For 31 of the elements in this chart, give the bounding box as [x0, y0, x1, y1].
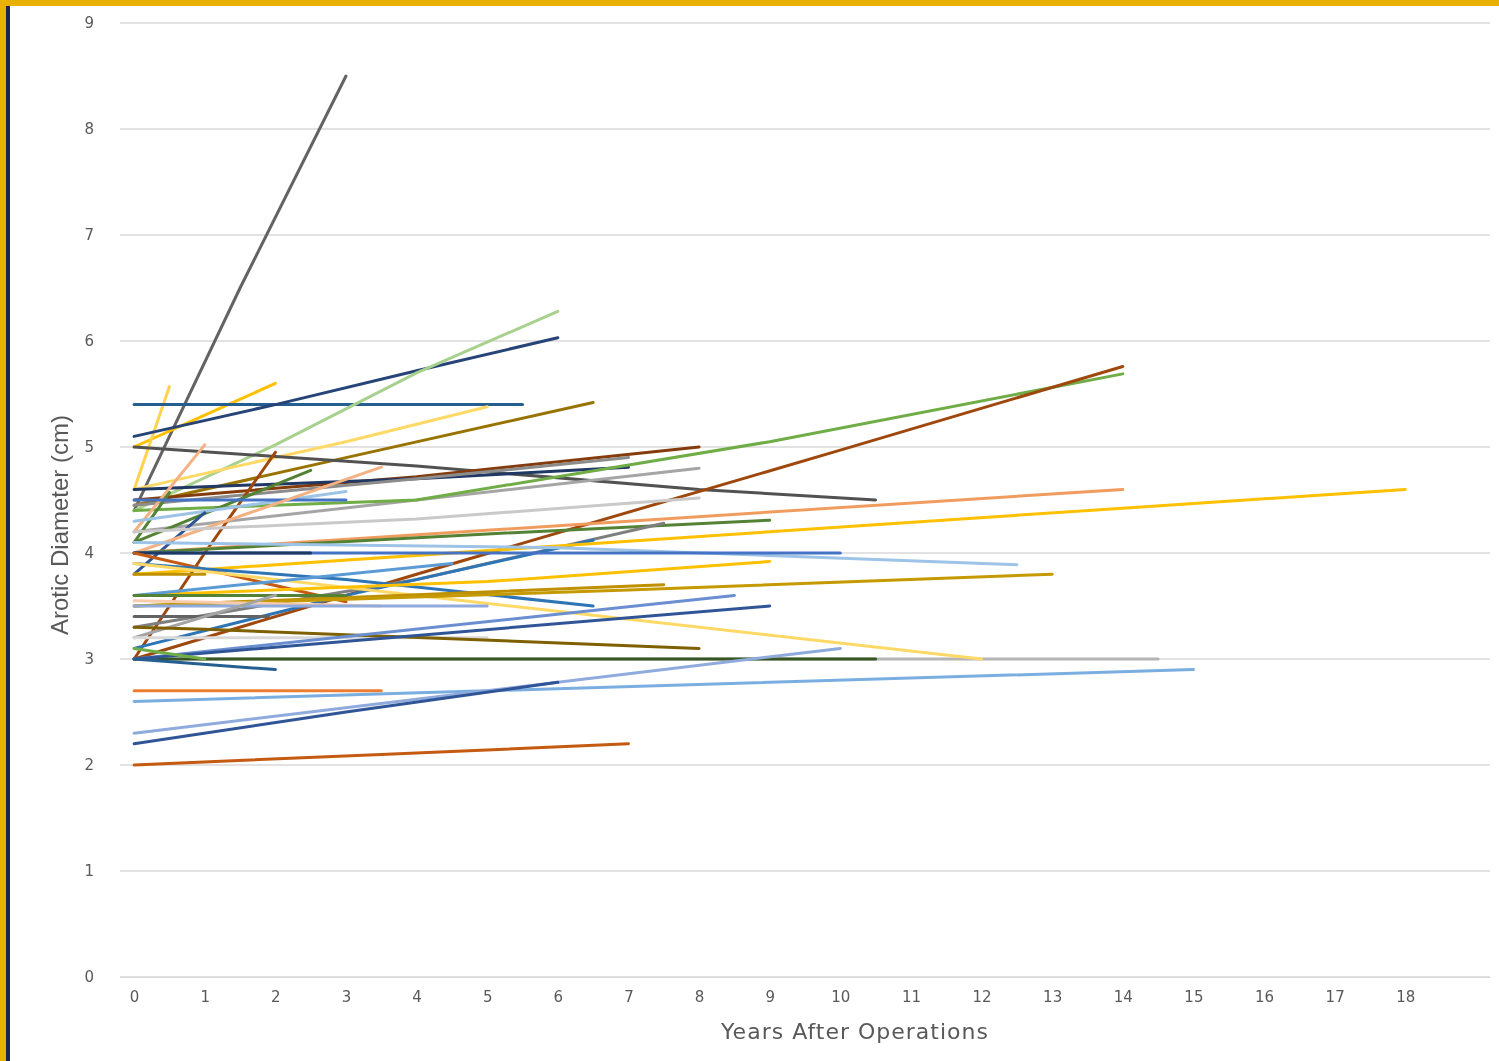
x-tick-label: 11 — [901, 987, 921, 1006]
x-tick-label: 13 — [1043, 987, 1063, 1006]
y-tick-label: 2 — [84, 756, 94, 775]
y-tick-label: 3 — [84, 650, 94, 669]
x-tick-label: 0 — [129, 987, 140, 1006]
x-axis-title: Years After Operations — [720, 1019, 989, 1044]
y-tick-label: 4 — [84, 544, 94, 563]
y-tick-label: 1 — [84, 862, 94, 881]
x-tick-label: 12 — [972, 987, 992, 1006]
x-tick-label: 3 — [341, 987, 352, 1006]
y-tick-label: 5 — [84, 438, 94, 457]
x-tick-label: 1 — [200, 987, 211, 1006]
x-tick-label: 2 — [271, 987, 281, 1006]
y-tick-label: 9 — [84, 14, 94, 33]
y-tick-label: 0 — [84, 968, 94, 987]
y-tick-label: 8 — [84, 120, 94, 139]
x-tick-label: 6 — [553, 987, 564, 1006]
x-tick-label: 8 — [694, 987, 705, 1006]
x-tick-label: 10 — [831, 987, 851, 1006]
y-axis-title: Arotic Diameter (cm) — [46, 414, 73, 636]
x-tick-label: 9 — [765, 987, 775, 1006]
x-tick-label: 16 — [1254, 987, 1275, 1006]
x-tick-label: 7 — [624, 987, 634, 1006]
x-tick-label: 18 — [1396, 987, 1416, 1006]
y-tick-label: 6 — [84, 332, 94, 351]
x-tick-label: 14 — [1113, 987, 1133, 1006]
x-tick-label: 4 — [412, 987, 422, 1006]
y-tick-label: 7 — [84, 226, 94, 245]
x-tick-label: 15 — [1184, 987, 1204, 1006]
x-tick-label: 17 — [1325, 987, 1345, 1006]
x-tick-label: 5 — [482, 987, 493, 1006]
